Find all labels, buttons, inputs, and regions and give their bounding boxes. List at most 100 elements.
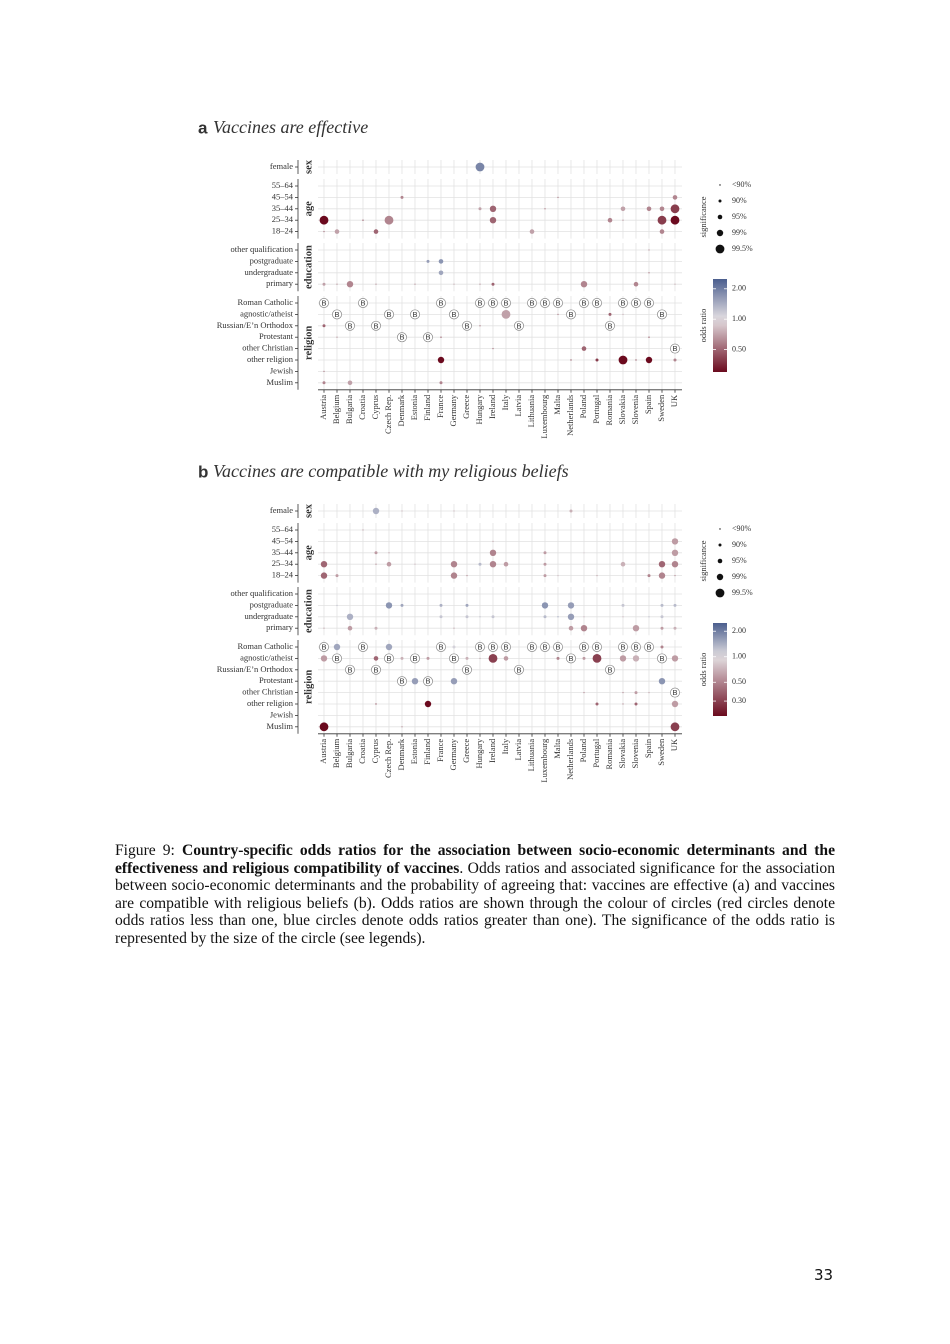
size-legend-key xyxy=(717,558,723,564)
x-tick-label: Germany xyxy=(448,738,458,770)
x-tick-label: Estonia xyxy=(409,739,419,765)
odds-ratio-dot xyxy=(426,259,430,263)
odds-ratio-dot xyxy=(336,283,338,285)
odds-ratio-dot xyxy=(401,726,403,728)
odds-ratio-dot xyxy=(618,355,628,365)
odds-ratio-dot xyxy=(501,310,511,319)
odds-ratio-dot xyxy=(503,561,509,567)
baseline-circle xyxy=(514,664,524,675)
x-tick-label: Cyprus xyxy=(370,395,380,420)
x-tick-label: Lithuania xyxy=(526,395,536,428)
odds-ratio-dot xyxy=(659,206,665,212)
baseline-circle xyxy=(384,653,394,664)
baseline-label: B xyxy=(321,298,326,307)
odds-ratio-dot xyxy=(479,616,481,618)
baseline-label: B xyxy=(542,298,547,307)
odds-ratio-dot xyxy=(322,282,326,286)
odds-ratio-dot xyxy=(671,700,679,708)
odds-ratio-dot xyxy=(660,615,664,619)
baseline-label: B xyxy=(477,298,482,307)
x-tick-label: Cyprus xyxy=(370,739,380,764)
row-label: Russian/E’n Orthodox xyxy=(217,664,294,674)
odds-ratio-dot xyxy=(465,615,469,619)
baseline-label: B xyxy=(529,642,534,651)
odds-ratio-dot xyxy=(401,510,403,512)
panel-title: Vaccines are effective xyxy=(213,117,368,137)
odds-ratio-dot xyxy=(335,574,339,578)
baseline-label: B xyxy=(373,321,378,330)
odds-ratio-dot xyxy=(674,283,676,285)
odds-ratio-dot xyxy=(322,324,326,328)
odds-ratio-dot xyxy=(374,626,378,630)
row-label: female xyxy=(270,505,293,515)
colorbar-tick-label: 1.00 xyxy=(732,652,746,661)
panel-letter: a xyxy=(198,118,208,137)
baseline-label: B xyxy=(516,665,521,674)
baseline-circle xyxy=(644,642,654,652)
baseline-circle xyxy=(462,664,472,675)
row-label: primary xyxy=(266,278,294,288)
odds-ratio-dot xyxy=(622,703,624,705)
group-label: sex xyxy=(303,159,314,174)
odds-ratio-dot xyxy=(660,645,664,649)
x-tick-label: Ireland xyxy=(487,394,497,419)
baseline-label: B xyxy=(659,654,664,663)
x-tick-label: Bulgaria xyxy=(344,395,354,424)
baseline-label: B xyxy=(347,665,352,674)
caption-bold: Country-specific odds ratios for the ass… xyxy=(115,842,836,877)
odds-ratio-dot xyxy=(543,615,547,619)
odds-ratio-dot xyxy=(424,700,432,708)
baseline-circle xyxy=(488,642,498,652)
baseline-circle xyxy=(319,642,329,652)
odds-ratio-dot xyxy=(450,561,458,568)
odds-ratio-dot xyxy=(453,627,455,629)
odds-ratio-dot xyxy=(323,230,325,233)
row-label: 18–24 xyxy=(272,570,294,580)
odds-ratio-dot xyxy=(557,313,559,316)
odds-ratio-dot xyxy=(323,370,325,373)
odds-ratio-dot xyxy=(671,538,679,545)
colorbar-tick-label: 0.50 xyxy=(732,677,746,686)
group-label: religion xyxy=(303,326,314,360)
odds-ratio-dot xyxy=(320,561,328,568)
odds-ratio-dot xyxy=(670,722,680,732)
baseline-label: B xyxy=(438,298,443,307)
odds-ratio-dot xyxy=(439,381,443,385)
baseline-circle xyxy=(475,642,485,652)
x-tick-label: Romania xyxy=(604,739,614,770)
row-label: Jewish xyxy=(270,709,294,719)
size-legend-label: <90% xyxy=(732,180,752,189)
baseline-circle xyxy=(358,298,368,308)
baseline-circle xyxy=(423,332,433,343)
odds-ratio-dot xyxy=(567,602,575,609)
odds-ratio-dot xyxy=(596,574,598,577)
colorbar-tick-label: 0.30 xyxy=(732,696,746,705)
row-label: 55–64 xyxy=(272,524,294,534)
x-tick-label: UK xyxy=(669,394,679,407)
size-legend-label: 90% xyxy=(732,540,747,549)
baseline-circle xyxy=(670,343,680,354)
odds-ratio-dot xyxy=(660,626,664,630)
baseline-label: B xyxy=(412,654,417,663)
x-tick-label: Luxembourg xyxy=(539,738,549,783)
group-label: age xyxy=(303,545,314,561)
odds-ratio-dot xyxy=(466,574,468,577)
baseline-label: B xyxy=(594,642,599,651)
odds-ratio-dot xyxy=(375,703,377,705)
x-tick-label: France xyxy=(435,395,445,418)
row-label: undergraduate xyxy=(245,267,294,277)
odds-ratio-dot xyxy=(620,561,626,567)
baseline-circle xyxy=(410,653,420,664)
baseline-label: B xyxy=(555,642,560,651)
odds-ratio-dot xyxy=(556,656,560,660)
odds-ratio-dot xyxy=(478,207,482,211)
odds-ratio-dot xyxy=(489,205,497,212)
odds-ratio-dot xyxy=(385,643,393,651)
odds-ratio-dot xyxy=(439,615,443,619)
row-label: primary xyxy=(266,622,294,632)
baseline-circle xyxy=(618,298,628,308)
odds-ratio-dot xyxy=(491,282,495,286)
x-tick-label: Sweden xyxy=(656,738,666,766)
